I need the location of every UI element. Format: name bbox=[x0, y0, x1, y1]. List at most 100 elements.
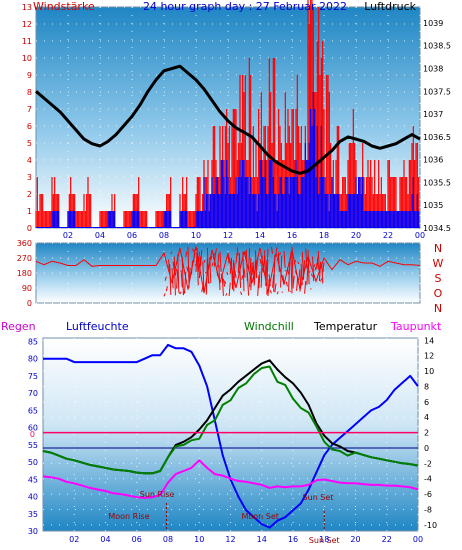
wind-direction-segment bbox=[302, 260, 306, 280]
wind-direction-segment bbox=[305, 248, 308, 269]
mean-wind-bar bbox=[235, 177, 237, 228]
mean-wind-bar bbox=[278, 194, 280, 228]
gust-bar bbox=[311, 0, 313, 228]
wind-direction-segment bbox=[179, 291, 182, 295]
mean-wind-bar bbox=[331, 177, 333, 228]
mean-wind-bar bbox=[234, 194, 236, 228]
mean-wind-bar bbox=[382, 211, 384, 228]
mean-wind-bar bbox=[203, 177, 205, 228]
wind-direction-segment bbox=[222, 278, 226, 287]
mean-wind-bar bbox=[399, 211, 401, 228]
mean-wind-bar bbox=[340, 211, 342, 228]
mean-wind-bar bbox=[395, 211, 397, 228]
gust-bar bbox=[79, 211, 81, 228]
gust-bar bbox=[90, 194, 92, 228]
mean-wind-bar bbox=[351, 194, 353, 228]
x-tick-label: 16 bbox=[288, 535, 298, 544]
mean-wind-bar bbox=[295, 160, 297, 228]
wind-direction-segment bbox=[296, 276, 299, 291]
mean-wind-bar bbox=[276, 211, 278, 228]
gust-bar bbox=[40, 194, 42, 228]
wind-direction-segment bbox=[171, 268, 174, 289]
gust-bar bbox=[388, 160, 390, 228]
mean-wind-bar bbox=[370, 211, 372, 228]
wind-direction-segment bbox=[293, 259, 296, 265]
mean-wind-bar bbox=[163, 211, 165, 228]
mean-wind-bar bbox=[246, 177, 248, 228]
wind-tick-label: 13 bbox=[22, 3, 32, 12]
gust-bar bbox=[327, 75, 329, 228]
mean-wind-bar bbox=[168, 211, 170, 228]
mean-wind-bar bbox=[255, 194, 257, 228]
mean-wind-bar bbox=[306, 160, 308, 228]
mean-wind-bar bbox=[388, 211, 390, 228]
gust-bar bbox=[190, 211, 192, 228]
mean-wind-bar bbox=[368, 211, 370, 228]
gust-bar bbox=[292, 109, 294, 228]
wind-direction-axis-ticks: 0 90 180 270 360 bbox=[17, 239, 32, 308]
mean-wind-bar bbox=[412, 177, 414, 228]
wind-direction-segment bbox=[318, 261, 322, 282]
gust-bar bbox=[323, 109, 325, 228]
humidity-tick-label: 60 bbox=[28, 424, 38, 433]
wind-direction-segment bbox=[190, 260, 194, 275]
wind-direction-segment bbox=[285, 281, 288, 287]
gust-bar bbox=[308, 24, 310, 228]
mean-wind-bar bbox=[251, 194, 253, 228]
wind-direction-segment bbox=[262, 255, 266, 273]
wind-direction-segment bbox=[176, 269, 179, 289]
wind-direction-segment bbox=[254, 250, 258, 278]
mean-wind-bar bbox=[218, 194, 220, 228]
gust-bar bbox=[50, 211, 52, 228]
wind-direction-segment bbox=[221, 275, 224, 296]
gust-bar bbox=[196, 177, 198, 228]
wind-direction-segment bbox=[315, 262, 318, 270]
mean-wind-bar bbox=[291, 177, 293, 228]
temperature-tick-label: -10 bbox=[424, 521, 437, 530]
mean-wind-bar bbox=[355, 177, 357, 228]
wind-direction-segment bbox=[308, 271, 311, 273]
mean-wind-bar bbox=[240, 177, 242, 228]
wind-direction-segment bbox=[264, 250, 267, 277]
mean-wind-bar bbox=[132, 211, 134, 228]
mean-wind-bar bbox=[380, 211, 382, 228]
temperature-label: Temperatur bbox=[313, 320, 378, 333]
wind-direction-segment bbox=[268, 274, 271, 287]
mean-wind-bar bbox=[216, 177, 218, 228]
gust-bar bbox=[370, 160, 372, 228]
mean-wind-bar bbox=[323, 177, 325, 228]
gust-bar bbox=[123, 211, 125, 228]
gust-bar bbox=[192, 211, 194, 228]
mean-wind-bar bbox=[324, 194, 326, 228]
gust-bar bbox=[387, 160, 389, 228]
x-tick-label: 14 bbox=[257, 535, 267, 544]
gust-bar bbox=[128, 211, 130, 228]
mean-wind-bar bbox=[398, 211, 400, 228]
astronomy-label: Moon Set bbox=[241, 512, 278, 521]
compass-label: N bbox=[434, 302, 442, 315]
temperature-tick-label: -4 bbox=[424, 475, 432, 484]
direction-tick-label: 90 bbox=[22, 284, 32, 293]
gust-bar bbox=[326, 75, 328, 228]
x-tick-label: 08 bbox=[159, 231, 169, 240]
mean-wind-bar bbox=[407, 211, 409, 228]
mean-wind-bar bbox=[384, 211, 386, 228]
mean-wind-bar bbox=[280, 177, 282, 228]
gust-bar bbox=[338, 126, 340, 228]
mean-wind-bar bbox=[180, 211, 182, 228]
wind-tick-label: 8 bbox=[27, 88, 32, 97]
gust-bar bbox=[139, 211, 141, 228]
mean-wind-bar bbox=[223, 177, 225, 228]
mean-wind-bar bbox=[344, 211, 346, 228]
mean-wind-bar bbox=[364, 211, 366, 228]
temperature-axis-ticks: -10 -8 -6 -4 -2 0 2 4 6 8 10 12 14 bbox=[424, 336, 437, 530]
gust-bar bbox=[204, 177, 206, 228]
mean-wind-bar bbox=[184, 211, 186, 228]
mean-wind-bar bbox=[68, 211, 70, 228]
mean-wind-bar bbox=[52, 211, 54, 228]
mean-wind-bar bbox=[403, 211, 405, 228]
gust-bar bbox=[315, 92, 317, 228]
mean-wind-bar bbox=[330, 194, 332, 228]
mean-wind-bar bbox=[410, 211, 412, 228]
wind-direction-segment bbox=[277, 251, 280, 272]
